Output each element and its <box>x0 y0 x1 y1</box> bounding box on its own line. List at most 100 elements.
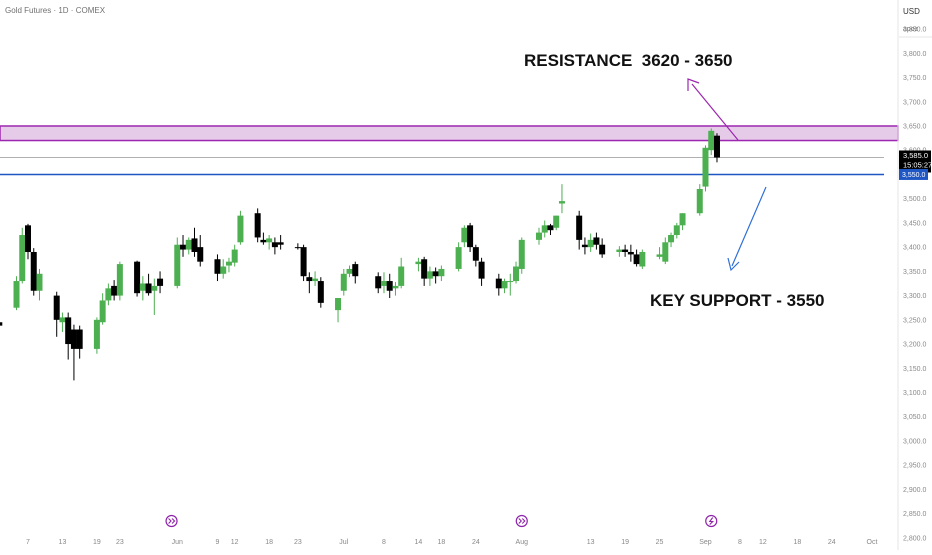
candle[interactable] <box>386 273 393 299</box>
candle[interactable] <box>145 273 152 296</box>
candle[interactable] <box>668 232 675 248</box>
candle[interactable] <box>65 312 72 360</box>
candle[interactable] <box>139 276 146 301</box>
candle[interactable] <box>398 257 405 289</box>
candle[interactable] <box>599 238 606 258</box>
candle[interactable] <box>558 184 565 214</box>
candle[interactable] <box>185 237 192 255</box>
candle[interactable] <box>713 133 720 163</box>
candle[interactable] <box>340 268 347 296</box>
candle[interactable] <box>25 223 31 260</box>
candle[interactable] <box>300 244 307 282</box>
candle[interactable] <box>116 261 123 301</box>
candle[interactable] <box>254 208 261 243</box>
candle[interactable] <box>180 235 187 257</box>
candle[interactable] <box>306 272 313 294</box>
candle[interactable] <box>696 184 703 216</box>
candle[interactable] <box>587 233 594 252</box>
candle[interactable] <box>294 243 301 250</box>
candle[interactable] <box>495 273 502 296</box>
candle[interactable] <box>220 259 227 279</box>
candle[interactable] <box>438 265 445 282</box>
candle[interactable] <box>467 222 474 252</box>
candle[interactable] <box>553 215 560 231</box>
candle[interactable] <box>59 312 66 332</box>
candle[interactable] <box>53 291 60 337</box>
candle[interactable] <box>105 283 112 306</box>
candle[interactable] <box>702 145 709 192</box>
candle[interactable] <box>622 244 629 257</box>
candle[interactable] <box>656 247 663 260</box>
candle[interactable] <box>421 256 428 286</box>
candle[interactable] <box>673 222 680 239</box>
candle[interactable] <box>513 261 520 284</box>
candle[interactable] <box>662 237 669 265</box>
candle[interactable] <box>0 314 3 329</box>
candle[interactable] <box>547 223 554 236</box>
candle[interactable] <box>507 273 514 296</box>
currency-box[interactable]: USD apoz <box>899 7 932 38</box>
candle[interactable] <box>478 257 485 286</box>
candle[interactable] <box>679 213 686 231</box>
candle[interactable] <box>627 244 634 262</box>
lightning-icon[interactable] <box>705 514 718 528</box>
candle[interactable] <box>214 254 221 282</box>
time-axis[interactable]: 7 13 19 23 Jun 9 12 18 23 Jul 8 14 18 24 Aug 13 19 25 Sep 8… <box>26 539 877 546</box>
candle[interactable] <box>151 278 158 315</box>
resistance-zone[interactable] <box>0 125 899 142</box>
candle[interactable] <box>312 271 319 286</box>
candle[interactable] <box>30 248 37 296</box>
candle[interactable] <box>432 267 439 284</box>
candle[interactable] <box>461 225 468 248</box>
candle[interactable] <box>237 210 244 245</box>
candle[interactable] <box>535 227 542 245</box>
support-price-badge[interactable]: 3,550.0 <box>899 168 928 180</box>
support-arrow[interactable] <box>727 186 767 272</box>
candle[interactable] <box>639 249 646 269</box>
candle[interactable] <box>19 227 26 284</box>
candle[interactable] <box>277 235 284 250</box>
candle[interactable] <box>111 280 118 301</box>
candle[interactable] <box>335 298 342 323</box>
candle[interactable] <box>317 277 324 308</box>
candle[interactable] <box>76 325 83 359</box>
double-chevron-icon[interactable] <box>515 514 528 528</box>
candle[interactable] <box>231 244 238 267</box>
candle[interactable] <box>134 260 141 297</box>
candle[interactable] <box>13 276 20 311</box>
double-chevron-icon[interactable] <box>165 514 178 528</box>
candle[interactable] <box>346 265 353 278</box>
candle[interactable] <box>581 237 588 255</box>
candle[interactable] <box>70 324 77 381</box>
candle[interactable] <box>36 268 43 301</box>
candle[interactable] <box>518 237 525 274</box>
candle[interactable] <box>266 235 273 250</box>
candle[interactable] <box>616 246 623 257</box>
candle[interactable] <box>197 235 204 267</box>
candle[interactable] <box>380 272 387 294</box>
candle[interactable] <box>576 210 583 250</box>
candle[interactable] <box>157 271 164 294</box>
candle[interactable] <box>708 128 715 156</box>
candle[interactable] <box>472 244 479 267</box>
candle[interactable] <box>415 257 422 272</box>
candle[interactable] <box>633 249 640 267</box>
candle[interactable] <box>593 232 600 250</box>
candle[interactable] <box>541 220 548 238</box>
candle[interactable] <box>93 317 100 354</box>
candle[interactable] <box>260 232 267 245</box>
candle[interactable] <box>191 227 198 257</box>
candle[interactable] <box>426 266 433 286</box>
candle[interactable] <box>271 237 278 255</box>
candle[interactable] <box>455 242 462 272</box>
candle[interactable] <box>375 272 382 294</box>
candle[interactable] <box>99 293 106 325</box>
candle[interactable] <box>174 237 181 289</box>
candle[interactable] <box>392 282 399 296</box>
candle[interactable] <box>225 257 232 273</box>
current-price-badge[interactable]: 3,585.0 15:05:27 <box>899 150 932 173</box>
resistance-arrow[interactable] <box>687 78 739 141</box>
candle[interactable] <box>352 261 359 284</box>
